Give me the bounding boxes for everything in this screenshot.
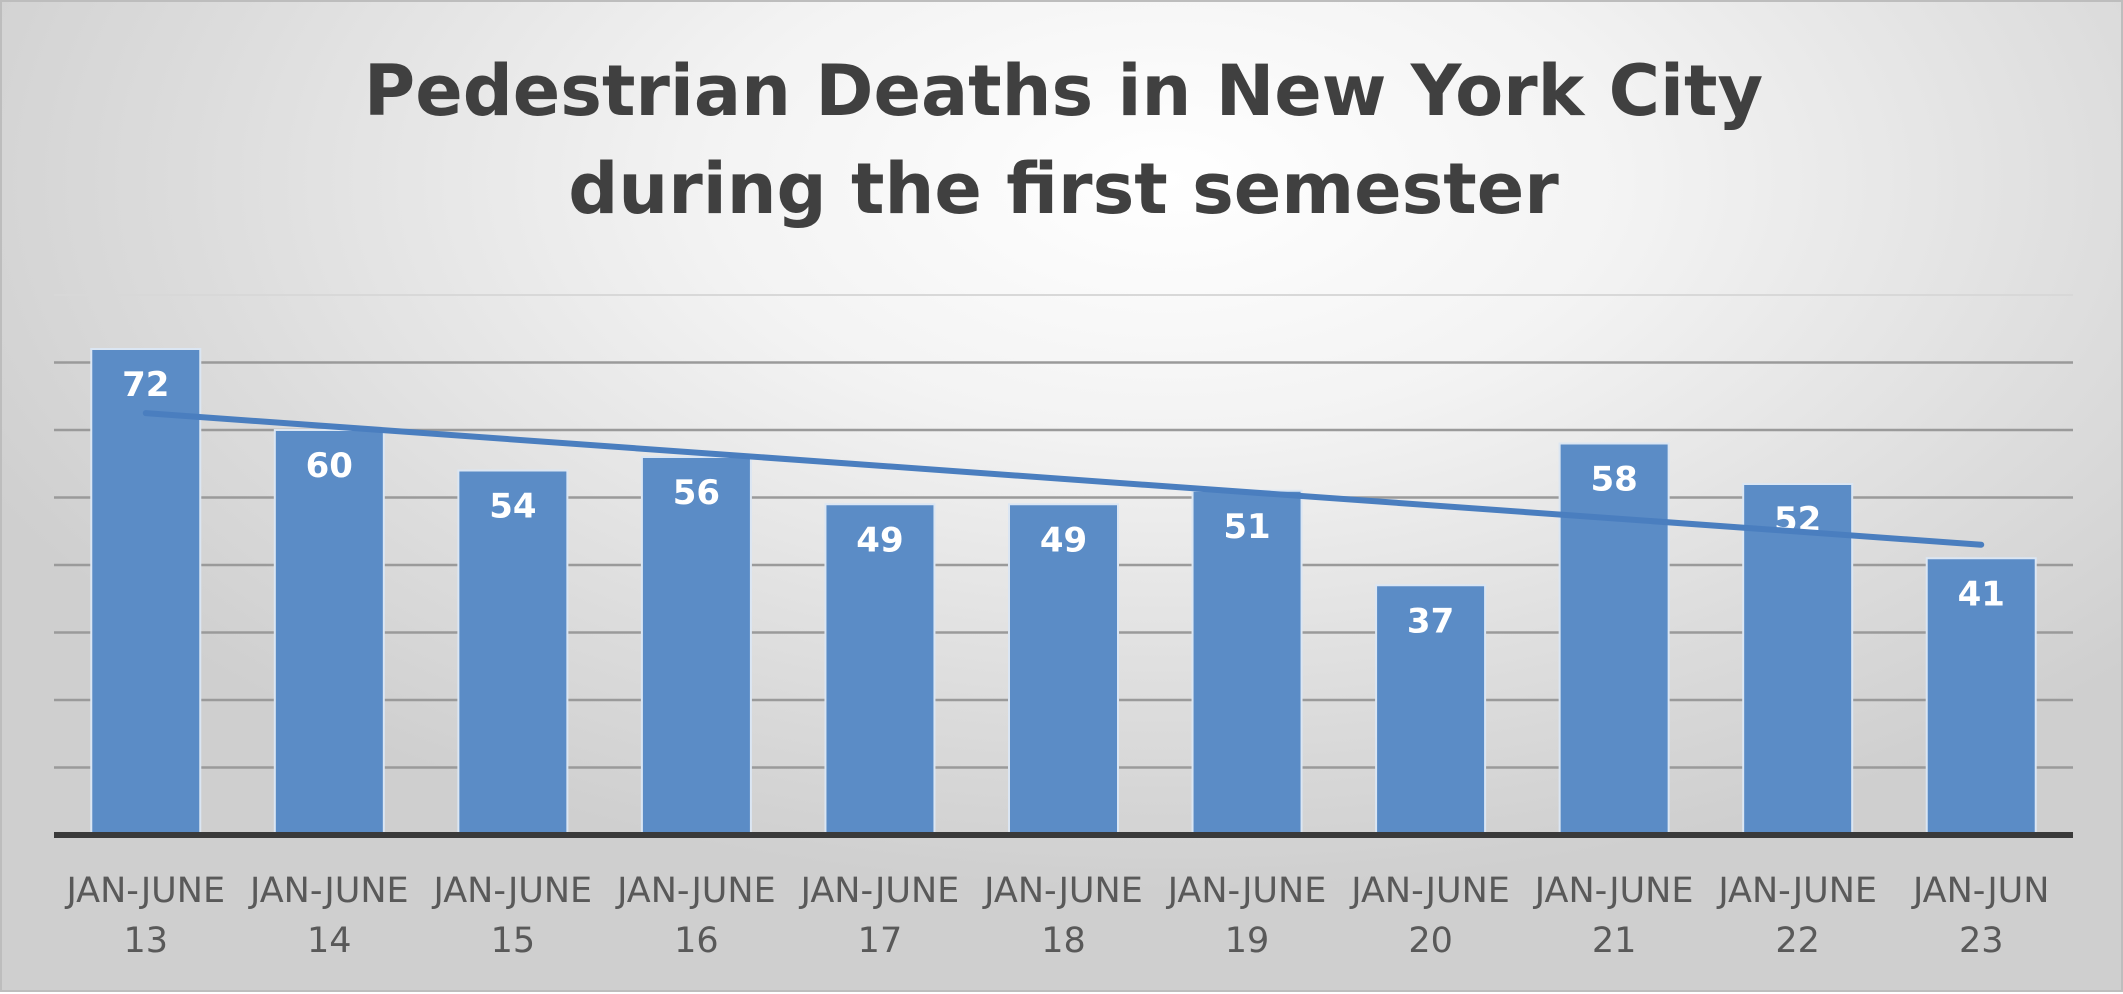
- bar: [1742, 483, 1854, 836]
- x-tick-label: 22: [1775, 921, 1820, 961]
- chart-title-line-2: during the first semester: [568, 148, 1559, 230]
- bar: [1191, 489, 1303, 836]
- bar: [90, 348, 202, 836]
- x-tick-label: 18: [1041, 921, 1086, 961]
- x-tick-label: 14: [307, 921, 352, 961]
- x-tick-label: JAN-JUNE: [1533, 871, 1694, 911]
- data-label: 54: [489, 487, 536, 527]
- bar: [1375, 584, 1487, 836]
- bar: [1925, 557, 2037, 836]
- x-tick-label: JAN-JUNE: [615, 871, 776, 911]
- data-label: 37: [1407, 601, 1454, 641]
- x-tick-label: 20: [1408, 921, 1453, 961]
- x-tick-label: JAN-JUN: [1911, 871, 2050, 911]
- chart-title: Pedestrian Deaths in New York City durin…: [2, 42, 2123, 238]
- x-tick-label: 15: [491, 921, 536, 961]
- x-tick-label: 13: [123, 921, 168, 961]
- x-tick-label: JAN-JUNE: [64, 871, 225, 911]
- data-label: 51: [1223, 507, 1270, 547]
- data-label: 58: [1590, 460, 1637, 500]
- x-tick-label: JAN-JUNE: [432, 871, 593, 911]
- x-tick-label: JAN-JUNE: [1166, 871, 1327, 911]
- data-label: 56: [673, 473, 720, 513]
- data-label: 60: [306, 446, 353, 486]
- bar: [824, 503, 936, 836]
- bar: [640, 456, 752, 836]
- x-tick-label: 16: [674, 921, 719, 961]
- bar: [1008, 503, 1119, 836]
- x-tick-label: JAN-JUNE: [1349, 871, 1510, 911]
- data-label: 41: [1958, 574, 2005, 614]
- x-tick-label: JAN-JUNE: [799, 871, 960, 911]
- trendline: [142, 410, 1985, 548]
- data-label: 49: [856, 520, 903, 560]
- x-tick-label: 21: [1592, 921, 1637, 961]
- bar: [273, 429, 385, 836]
- chart-title-line-1: Pedestrian Deaths in New York City: [363, 50, 1764, 132]
- x-tick-label: JAN-JUNE: [982, 871, 1143, 911]
- data-label: 72: [122, 365, 169, 405]
- x-tick-label: 19: [1225, 921, 1270, 961]
- x-tick-label: 23: [1959, 921, 2004, 961]
- x-tick-label: JAN-JUNE: [248, 871, 409, 911]
- x-tick-label: 17: [858, 921, 903, 961]
- x-tick-label: JAN-JUNE: [1716, 871, 1877, 911]
- data-label: 49: [1040, 520, 1087, 560]
- bar: [457, 469, 569, 836]
- bar: [1558, 442, 1670, 836]
